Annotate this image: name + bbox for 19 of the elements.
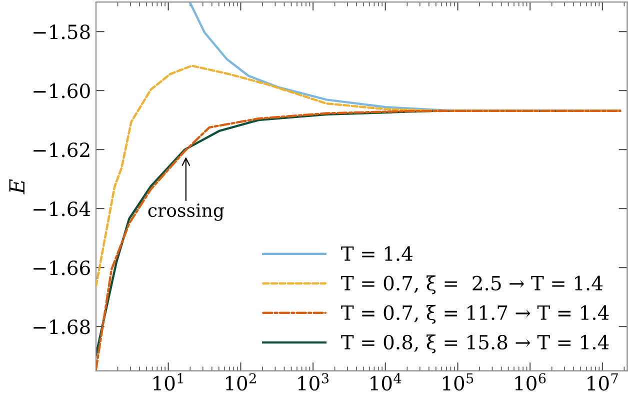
x-tick-label: 10$^{7}$ <box>588 373 618 391</box>
y-tick-label: −1.62 <box>34 142 90 158</box>
y-tick-label: −1.68 <box>34 320 90 334</box>
x-tick-label: 10$^{2}$ <box>226 373 256 391</box>
legend-label: T = 0.8, ξ = 15.8 → T = 1.4 <box>341 334 609 354</box>
legend-label: T = 0.7, ξ = 11.7 → T = 1.4 <box>341 304 609 324</box>
y-axis-title: E <box>9 179 24 194</box>
x-tick-label: 10$^{5}$ <box>442 373 474 391</box>
legend-label: T = 0.7, ξ = 2.5 → T = 1.4 <box>341 275 603 294</box>
y-tick-label: −1.66 <box>34 260 90 276</box>
x-tick-label: 10$^{4}$ <box>370 373 402 391</box>
y-tick-label: −1.64 <box>34 202 90 216</box>
x-tick-label: 10$^{1}$ <box>154 373 183 391</box>
x-tick-label: 10$^{6}$ <box>515 373 546 391</box>
legend-label: T = 1.4 <box>341 246 413 261</box>
y-tick-label: −1.60 <box>34 84 90 98</box>
annotation: crossing <box>148 204 224 221</box>
x-tick-label: 10$^{3}$ <box>298 373 328 391</box>
y-tick-label: −1.58 <box>34 24 90 40</box>
